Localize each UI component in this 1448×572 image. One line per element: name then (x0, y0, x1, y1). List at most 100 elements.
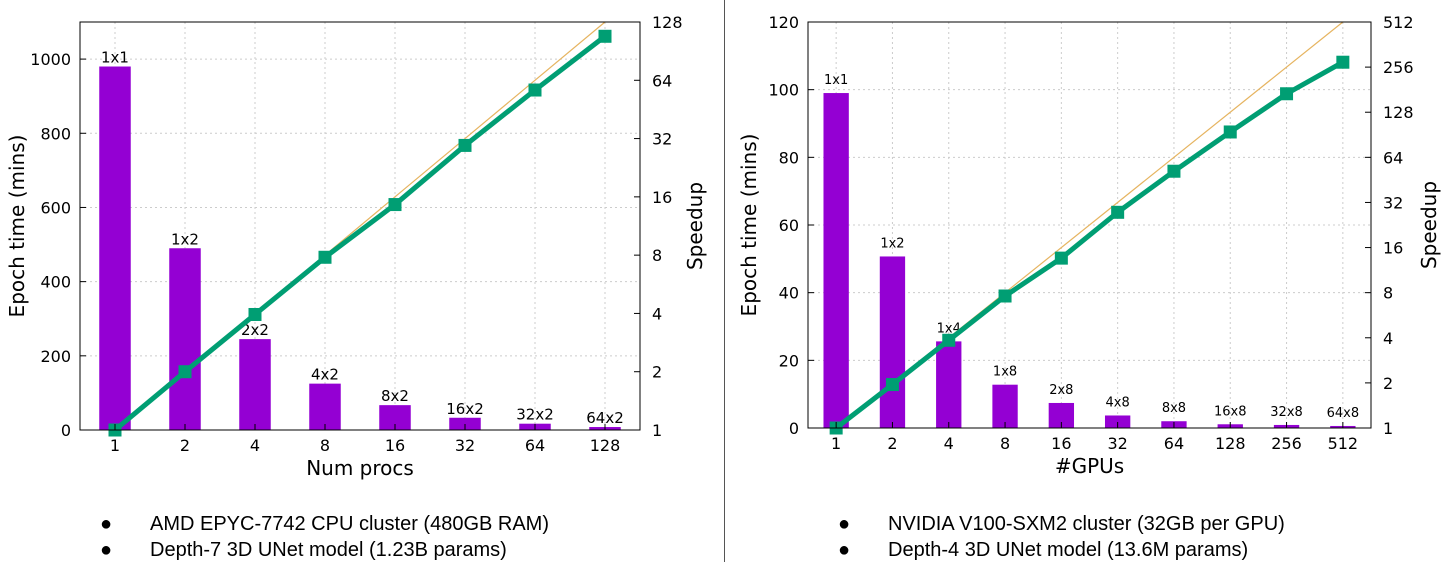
bar-label: 32x2 (516, 406, 554, 424)
bar-label: 1x1 (824, 73, 848, 88)
x-tick-label: 4 (250, 436, 260, 455)
bar (992, 384, 1018, 428)
y-tick-label: 40 (779, 284, 799, 303)
bullet-icon: ● (100, 539, 113, 561)
y-tick-label: 80 (779, 148, 799, 167)
x-tick-label: 16 (385, 436, 405, 455)
bar-label: 8x2 (381, 387, 409, 405)
left-chart: 1x1 1x2 2x2 4x2 8x2 16x2 32x2 64x2 0 200 400 600 800… (5, 13, 707, 480)
y-tick-label: 120 (768, 13, 799, 32)
bar (936, 341, 962, 428)
speedup-line (113, 34, 607, 432)
panel-divider (724, 0, 725, 562)
bar-label: 1x8 (993, 365, 1017, 380)
y2-tick-label: 512 (1383, 13, 1414, 32)
bar (449, 417, 481, 430)
caption-text: NVIDIA V100-SXM2 cluster (32GB per GPU) (888, 513, 1285, 535)
x-tick-label: 1 (110, 436, 120, 455)
y2-tick-label: 16 (652, 188, 672, 207)
bar-label: 2x8 (1049, 383, 1073, 398)
speedup-marker (1280, 87, 1294, 101)
y2-tick-label: 64 (652, 71, 672, 90)
x-tick-label: 32 (1107, 434, 1127, 453)
y2-tick-label: 32 (652, 130, 672, 149)
bar-label: 8x8 (1162, 401, 1186, 416)
y2-tick-label: 128 (652, 13, 683, 32)
caption-text: Depth-7 3D UNet model (1.23B params) (150, 539, 507, 561)
y-tick-label: 400 (40, 273, 71, 292)
bar-label: 4x8 (1106, 395, 1130, 410)
bar (169, 248, 201, 430)
y-tick-label: 20 (779, 351, 799, 370)
y-tick-label: 600 (40, 198, 71, 217)
y-tick-label: 0 (61, 421, 71, 440)
x-tick-label: 512 (1328, 434, 1359, 453)
y2-tick-label: 1 (652, 421, 662, 440)
speedup-marker (885, 378, 899, 392)
speedup-marker (1336, 55, 1350, 69)
y2-tick-label: 16 (1383, 239, 1403, 258)
left-caption-list: ● AMD EPYC-7742 CPU cluster (480GB RAM) ●… (100, 511, 549, 563)
bar-label: 64x8 (1327, 406, 1360, 421)
x-tick-label: 8 (1000, 434, 1010, 453)
speedup-marker (458, 138, 472, 152)
x-tick-label: 2 (180, 436, 190, 455)
bar-label: 4x2 (311, 366, 339, 384)
bar (239, 339, 271, 430)
y-axis-label: Epoch time (mins) (5, 135, 29, 318)
x-tick-label: 128 (590, 436, 621, 455)
speedup-marker (318, 250, 332, 264)
y2-tick-label: 2 (652, 363, 662, 382)
y-tick-label: 800 (40, 124, 71, 143)
bar (879, 256, 906, 428)
bar-label: 1x2 (880, 236, 904, 251)
y-tick-label: 0 (789, 419, 799, 438)
y2-tick-label: 1 (1383, 419, 1393, 438)
speedup-marker (1223, 125, 1237, 139)
x-tick-label: 64 (525, 436, 545, 455)
x-tick-label: 32 (455, 436, 475, 455)
y-tick-label: 100 (768, 81, 799, 100)
bullet-icon: ● (838, 539, 851, 561)
y2-axis-label: Speedup (1417, 181, 1441, 269)
bar (99, 66, 131, 430)
bullet-icon: ● (100, 513, 113, 535)
x-tick-label: 128 (1215, 434, 1246, 453)
y2-tick-label: 4 (652, 304, 662, 323)
bar-label: 16x8 (1214, 404, 1247, 419)
bar-label: 1x1 (101, 49, 129, 67)
speedup-marker (248, 307, 262, 321)
speedup-marker (388, 198, 402, 212)
speedup-marker (528, 83, 542, 97)
bar-label: 32x8 (1270, 405, 1303, 420)
bar-label: 2x2 (241, 321, 269, 339)
caption-item: ● AMD EPYC-7742 CPU cluster (480GB RAM) (100, 511, 549, 537)
caption-item: ● Depth-4 3D UNet model (13.6M params) (838, 537, 1285, 563)
y-tick-label: 200 (40, 347, 71, 366)
y2-tick-label: 8 (1383, 284, 1393, 303)
right-caption-list: ● NVIDIA V100-SXM2 cluster (32GB per GPU)… (838, 511, 1285, 563)
bar-label: 16x2 (446, 400, 484, 418)
x-tick-label: 16 (1051, 434, 1071, 453)
y2-tick-label: 256 (1383, 58, 1414, 77)
bullet-icon: ● (838, 513, 851, 535)
caption-text: Depth-4 3D UNet model (13.6M params) (888, 539, 1249, 561)
x-tick-label: 1 (831, 434, 841, 453)
plot-frame (79, 21, 641, 431)
speedup-marker (998, 289, 1012, 303)
bar-label: 1x2 (171, 230, 199, 248)
bar (823, 93, 849, 429)
bar (309, 383, 341, 430)
bar (1104, 415, 1131, 428)
y2-tick-label: 64 (1383, 148, 1403, 167)
speedup-marker (598, 29, 612, 43)
y2-tick-label: 128 (1383, 103, 1414, 122)
x-tick-label: 2 (887, 434, 897, 453)
speedup-marker (1054, 251, 1068, 265)
bar-label: 64x2 (586, 409, 624, 427)
y-tick-label: 1000 (30, 50, 71, 69)
speedup-marker (1167, 164, 1181, 178)
x-axis-label: Num procs (306, 456, 414, 480)
x-tick-label: 8 (320, 436, 330, 455)
